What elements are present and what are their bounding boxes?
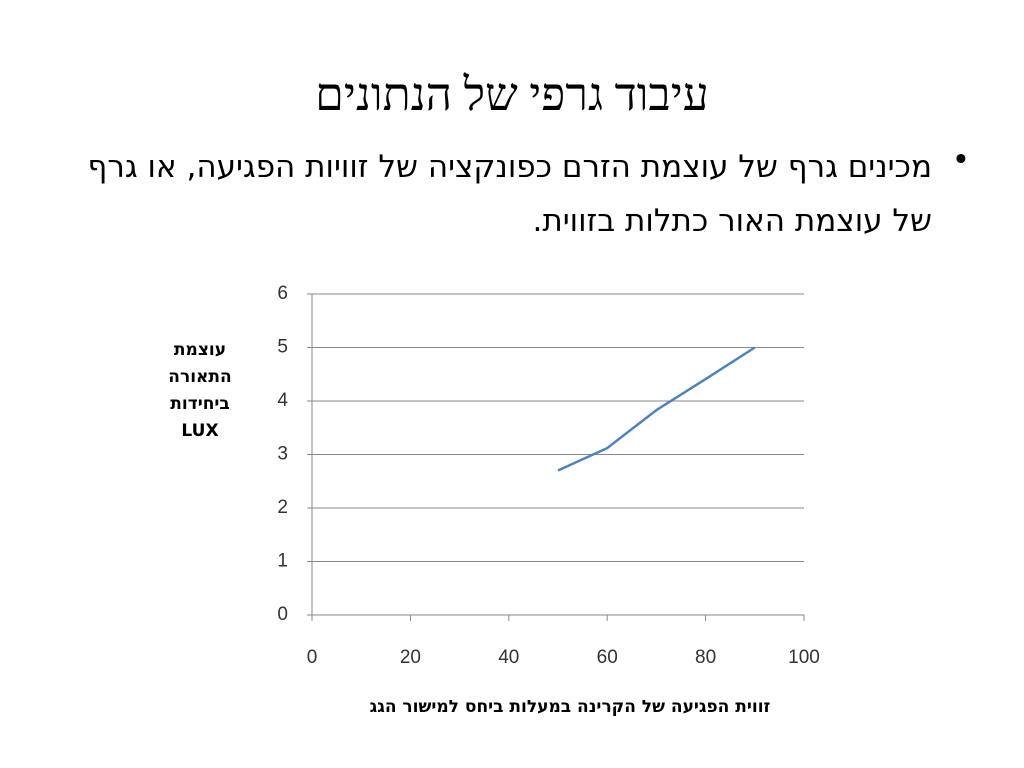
y-tick-label: 0 [277,604,288,625]
y-tick-label: 4 [277,390,288,411]
bullet-text: מכינים גרף של עוצמת הזרם כפונקציה של זוו… [87,149,933,239]
x-tick-label: 40 [498,647,519,668]
x-tick-label: 0 [307,647,318,668]
y-axis-label: עוצמת התאורה ביחידות LUX [168,340,232,441]
x-tick-label: 100 [788,647,820,668]
y-tick-label: 2 [277,497,288,518]
x-tick-label: 80 [695,647,716,668]
y-tick-label: 3 [277,444,288,465]
y-tick-label: 6 [277,283,288,304]
x-axis-label: זווית הפגיעה של הקרינה במעלות ביחס למישו… [369,697,771,717]
x-tick-label: 60 [597,647,618,668]
data-line [557,346,756,472]
slide-title: עיבוד גרפי של הנתונים [315,69,709,120]
x-tick-label: 20 [400,647,421,668]
y-tick-label: 5 [277,337,288,358]
y-tick-label: 1 [277,551,288,572]
bullet-dot: • [951,142,970,178]
